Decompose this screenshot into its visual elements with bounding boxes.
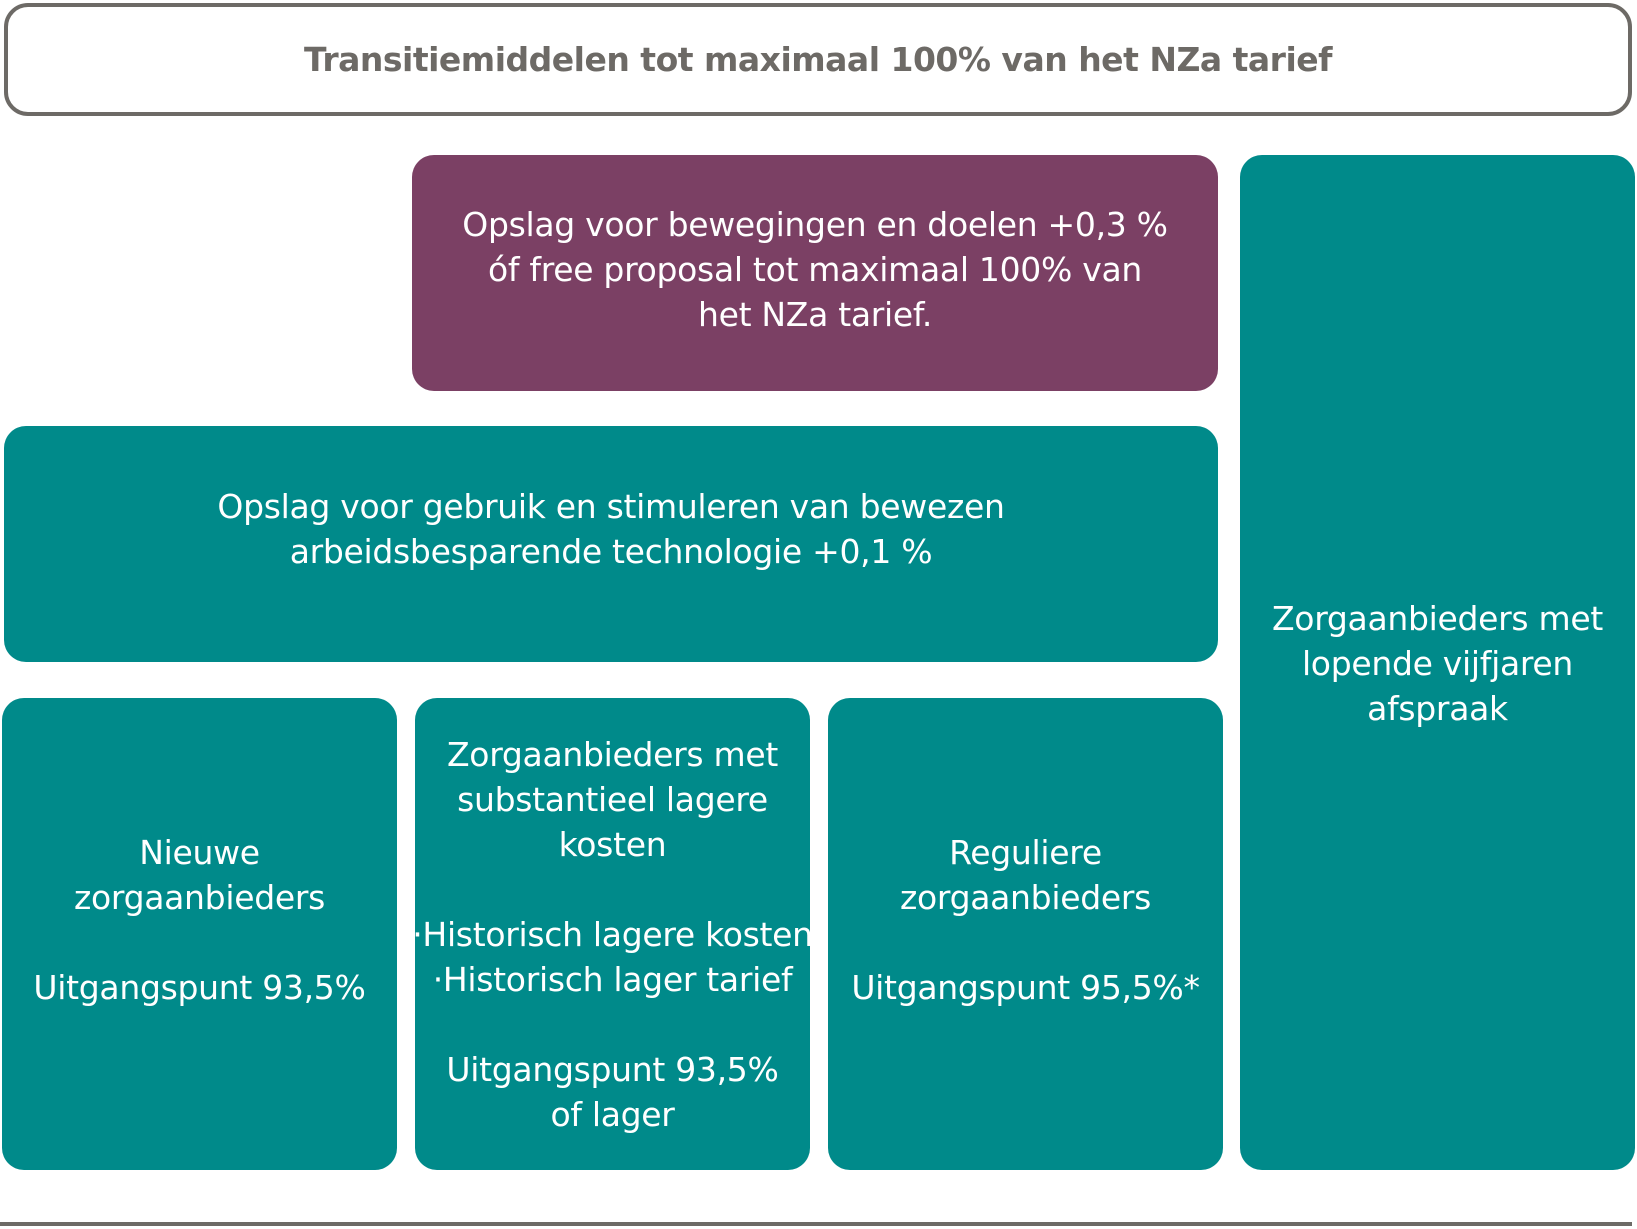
new-providers-line-2: zorgaanbieders [73, 878, 326, 917]
lower-cost-line-1: Zorgaanbieders met [447, 734, 778, 774]
new-providers-box: Nieuwe zorgaanbieders Uitgangspunt 93,5% [2, 698, 397, 1170]
technology-line-2: arbeidsbesparende technologie +0,1 % [289, 532, 933, 571]
lower-cost-bullet-2: ·Historisch lager tarief [432, 959, 793, 999]
moves-line-1: Opslag voor bewegingen en doelen +0,3 % [462, 204, 1168, 244]
lower-cost-line-3: kosten [558, 824, 667, 864]
five-year-line-2: lopende vijfjaren [1301, 644, 1574, 683]
header-title-box: Transitiemiddelen tot maximaal 100% van … [4, 3, 1632, 116]
lower-cost-bullet-1: ·Historisch lagere kosten [412, 914, 813, 954]
five-year-line-1: Zorgaanbieders met [1272, 599, 1603, 638]
lower-cost-basis-1: Uitgangspunt 93,5% [446, 1049, 779, 1089]
five-year-line-3: afspraak [1367, 689, 1508, 728]
moves-line-3: het NZa tarief. [697, 294, 933, 334]
lower-cost-providers-box: Zorgaanbieders met substantieel lagere k… [412, 698, 813, 1170]
lower-cost-basis-2: of lager [550, 1094, 675, 1134]
technology-line-1: Opslag voor gebruik en stimuleren van be… [217, 487, 1005, 526]
regular-basis: Uitgangspunt 95,5%* [851, 968, 1200, 1007]
moves-and-goals-box: Opslag voor bewegingen en doelen +0,3 % … [412, 155, 1218, 391]
technology-box: Opslag voor gebruik en stimuleren van be… [4, 426, 1218, 662]
new-providers-line-1: Nieuwe [139, 833, 260, 872]
regular-line-1: Reguliere [949, 833, 1102, 872]
new-providers-basis: Uitgangspunt 93,5% [33, 968, 366, 1007]
five-year-agreement-box: Zorgaanbieders met lopende vijfjaren afs… [1240, 155, 1635, 1170]
lower-cost-line-2: substantieel lagere [457, 779, 768, 819]
regular-providers-box: Reguliere zorgaanbieders Uitgangspunt 95… [828, 698, 1223, 1170]
moves-line-2: óf free proposal tot maximaal 100% van [487, 249, 1142, 289]
bottom-divider [0, 1222, 1632, 1226]
header-title: Transitiemiddelen tot maximaal 100% van … [303, 40, 1333, 79]
regular-line-2: zorgaanbieders [899, 878, 1152, 917]
